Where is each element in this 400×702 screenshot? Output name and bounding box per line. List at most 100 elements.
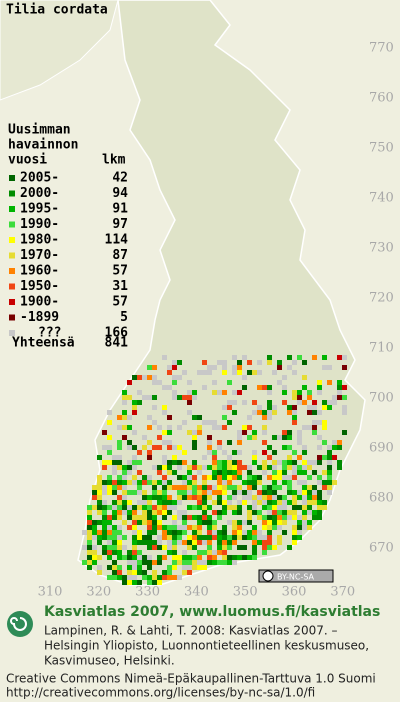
record-square bbox=[302, 525, 307, 530]
record-square bbox=[202, 515, 207, 520]
record-square bbox=[302, 465, 307, 470]
record-square bbox=[282, 470, 287, 475]
record-square bbox=[287, 405, 292, 410]
record-square bbox=[117, 495, 122, 500]
record-square bbox=[207, 485, 212, 490]
record-square bbox=[172, 390, 177, 395]
record-square bbox=[302, 360, 307, 365]
record-square bbox=[112, 540, 117, 545]
record-square bbox=[172, 535, 177, 540]
record-square bbox=[337, 395, 342, 400]
record-square bbox=[167, 445, 172, 450]
record-square bbox=[227, 405, 232, 410]
record-square bbox=[232, 460, 237, 465]
record-square bbox=[137, 375, 142, 380]
record-square bbox=[132, 550, 137, 555]
record-square bbox=[97, 555, 102, 560]
record-square bbox=[112, 470, 117, 475]
record-square bbox=[117, 480, 122, 485]
record-square bbox=[187, 505, 192, 510]
record-square bbox=[267, 545, 272, 550]
record-square bbox=[292, 395, 297, 400]
record-square bbox=[292, 530, 297, 535]
record-square bbox=[162, 530, 167, 535]
record-square bbox=[202, 385, 207, 390]
record-square bbox=[217, 460, 222, 465]
record-square bbox=[207, 525, 212, 530]
record-square bbox=[317, 380, 322, 385]
record-square bbox=[197, 520, 202, 525]
legend-swatch bbox=[9, 237, 15, 243]
record-square bbox=[307, 510, 312, 515]
record-square bbox=[132, 580, 137, 585]
record-square bbox=[217, 465, 222, 470]
record-square bbox=[177, 495, 182, 500]
record-square bbox=[282, 375, 287, 380]
record-square bbox=[302, 445, 307, 450]
record-square bbox=[102, 515, 107, 520]
x-grid-label: 330 bbox=[135, 585, 160, 600]
record-square bbox=[127, 440, 132, 445]
record-square bbox=[267, 515, 272, 520]
record-square bbox=[152, 395, 157, 400]
record-square bbox=[152, 580, 157, 585]
record-square bbox=[222, 525, 227, 530]
record-square bbox=[122, 520, 127, 525]
record-square bbox=[237, 475, 242, 480]
record-square bbox=[307, 460, 312, 465]
record-square bbox=[292, 505, 297, 510]
record-square bbox=[147, 480, 152, 485]
record-square bbox=[102, 445, 107, 450]
record-square bbox=[192, 465, 197, 470]
record-square bbox=[192, 460, 197, 465]
record-square bbox=[262, 440, 267, 445]
record-square bbox=[202, 540, 207, 545]
record-square bbox=[207, 505, 212, 510]
record-square bbox=[312, 490, 317, 495]
record-square bbox=[112, 570, 117, 575]
record-square bbox=[162, 480, 167, 485]
record-square bbox=[217, 560, 222, 565]
record-square bbox=[307, 490, 312, 495]
legend-label: 1980- bbox=[20, 233, 59, 248]
citation-line: Lampinen, R. & Lahti, T. 2008: Kasviatla… bbox=[44, 624, 338, 638]
record-square bbox=[232, 525, 237, 530]
species-title: Tilia cordata bbox=[6, 3, 108, 18]
record-square bbox=[182, 480, 187, 485]
record-square bbox=[212, 365, 217, 370]
record-square bbox=[147, 580, 152, 585]
record-square bbox=[222, 390, 227, 395]
record-square bbox=[237, 450, 242, 455]
record-square bbox=[117, 460, 122, 465]
record-square bbox=[292, 475, 297, 480]
record-square bbox=[152, 515, 157, 520]
record-square bbox=[87, 515, 92, 520]
record-square bbox=[342, 395, 347, 400]
record-square bbox=[107, 475, 112, 480]
legend-swatch bbox=[9, 221, 15, 228]
legend-count: 166 bbox=[105, 326, 129, 341]
record-square bbox=[122, 435, 127, 440]
record-square bbox=[137, 490, 142, 495]
record-square bbox=[187, 470, 192, 475]
record-square bbox=[122, 545, 127, 550]
record-square bbox=[222, 470, 227, 475]
record-square bbox=[167, 565, 172, 570]
record-square bbox=[152, 480, 157, 485]
record-square bbox=[102, 525, 107, 530]
record-square bbox=[102, 460, 107, 465]
record-square bbox=[257, 515, 262, 520]
record-square bbox=[202, 420, 207, 425]
record-square bbox=[157, 560, 162, 565]
record-square bbox=[177, 540, 182, 545]
record-square bbox=[322, 420, 327, 425]
record-square bbox=[197, 465, 202, 470]
legend-label: 1950- bbox=[20, 279, 59, 294]
record-square bbox=[182, 475, 187, 480]
record-square bbox=[172, 445, 177, 450]
record-square bbox=[262, 450, 267, 455]
record-square bbox=[157, 425, 162, 430]
record-square bbox=[152, 495, 157, 500]
record-square bbox=[227, 480, 232, 485]
record-square bbox=[197, 530, 202, 535]
